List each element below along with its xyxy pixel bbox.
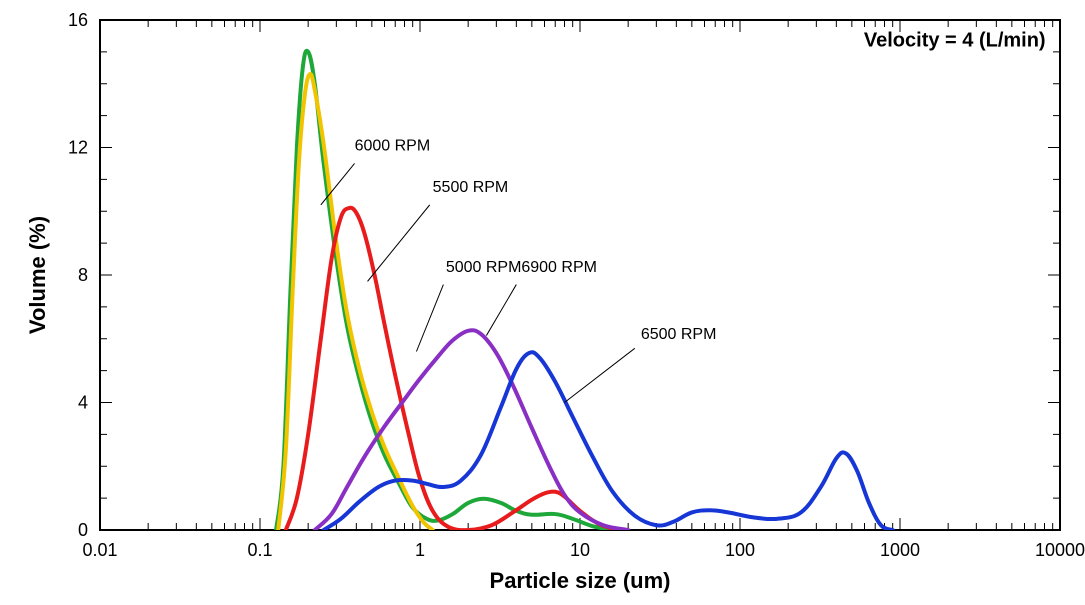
y-tick-label: 16 [68,10,88,30]
x-tick-label: 1000 [880,540,920,560]
y-tick-label: 0 [78,520,88,540]
y-tick-label: 8 [78,265,88,285]
chart-svg: 0.01 0.1 1 10 100 1000 10000 Particle size (um)… [0,0,1085,605]
velocity-annotation: Velocity = 4 (L/min) [864,29,1046,51]
x-tick-label: 0.1 [247,540,272,560]
callout-label: 6500 RPM [641,326,717,343]
callout-label: 5500 RPM [433,179,509,196]
y-axis-label: Volume (%) [25,216,50,334]
x-tick-label: 10000 [1035,540,1085,560]
y-tick-label: 12 [68,138,88,158]
callout-label: 6000 RPM [355,138,431,155]
callout-label: 5000 RPM [446,259,522,276]
x-tick-label: 10 [570,540,590,560]
x-axis-label: Particle size (um) [490,568,671,593]
chart-container: 0.01 0.1 1 10 100 1000 10000 Particle size (um)… [0,0,1085,605]
callout-label: 6900 RPM [521,259,597,276]
y-tick-label: 4 [78,393,88,413]
x-tick-label: 100 [725,540,755,560]
x-tick-label: 1 [415,540,425,560]
x-tick-label: 0.01 [82,540,117,560]
